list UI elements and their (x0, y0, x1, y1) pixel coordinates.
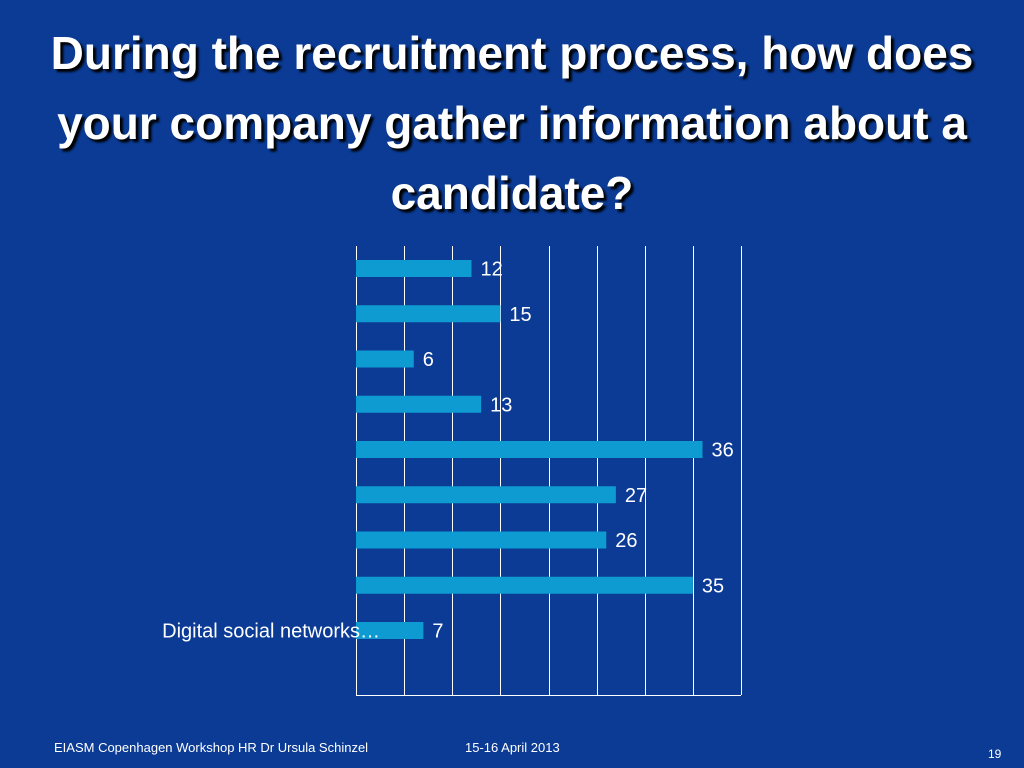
bar (356, 305, 501, 323)
data-label: 12 (481, 259, 503, 281)
bar (356, 622, 424, 639)
category-label: Digital social networks… (162, 621, 380, 643)
bar (356, 395, 482, 413)
data-label: 15 (509, 304, 531, 326)
bar (356, 260, 472, 277)
footer-event: EIASM Copenhagen Workshop HR Dr Ursula S… (54, 740, 369, 755)
bar (356, 531, 607, 549)
slide-title: During the recruitment process, how does… (50, 27, 974, 219)
data-label: 26 (615, 530, 637, 552)
bar (356, 441, 703, 458)
data-label: 27 (625, 485, 647, 507)
data-label: 36 (712, 440, 734, 462)
page-number: 19 (988, 747, 1002, 761)
data-label: 13 (490, 394, 512, 416)
footer-date: 15-16 April 2013 (465, 740, 560, 755)
bar (356, 486, 616, 504)
data-label: 7 (432, 621, 443, 643)
data-label: 35 (702, 575, 724, 597)
bar (356, 576, 693, 594)
data-label: 6 (423, 349, 434, 371)
bar (356, 350, 414, 368)
